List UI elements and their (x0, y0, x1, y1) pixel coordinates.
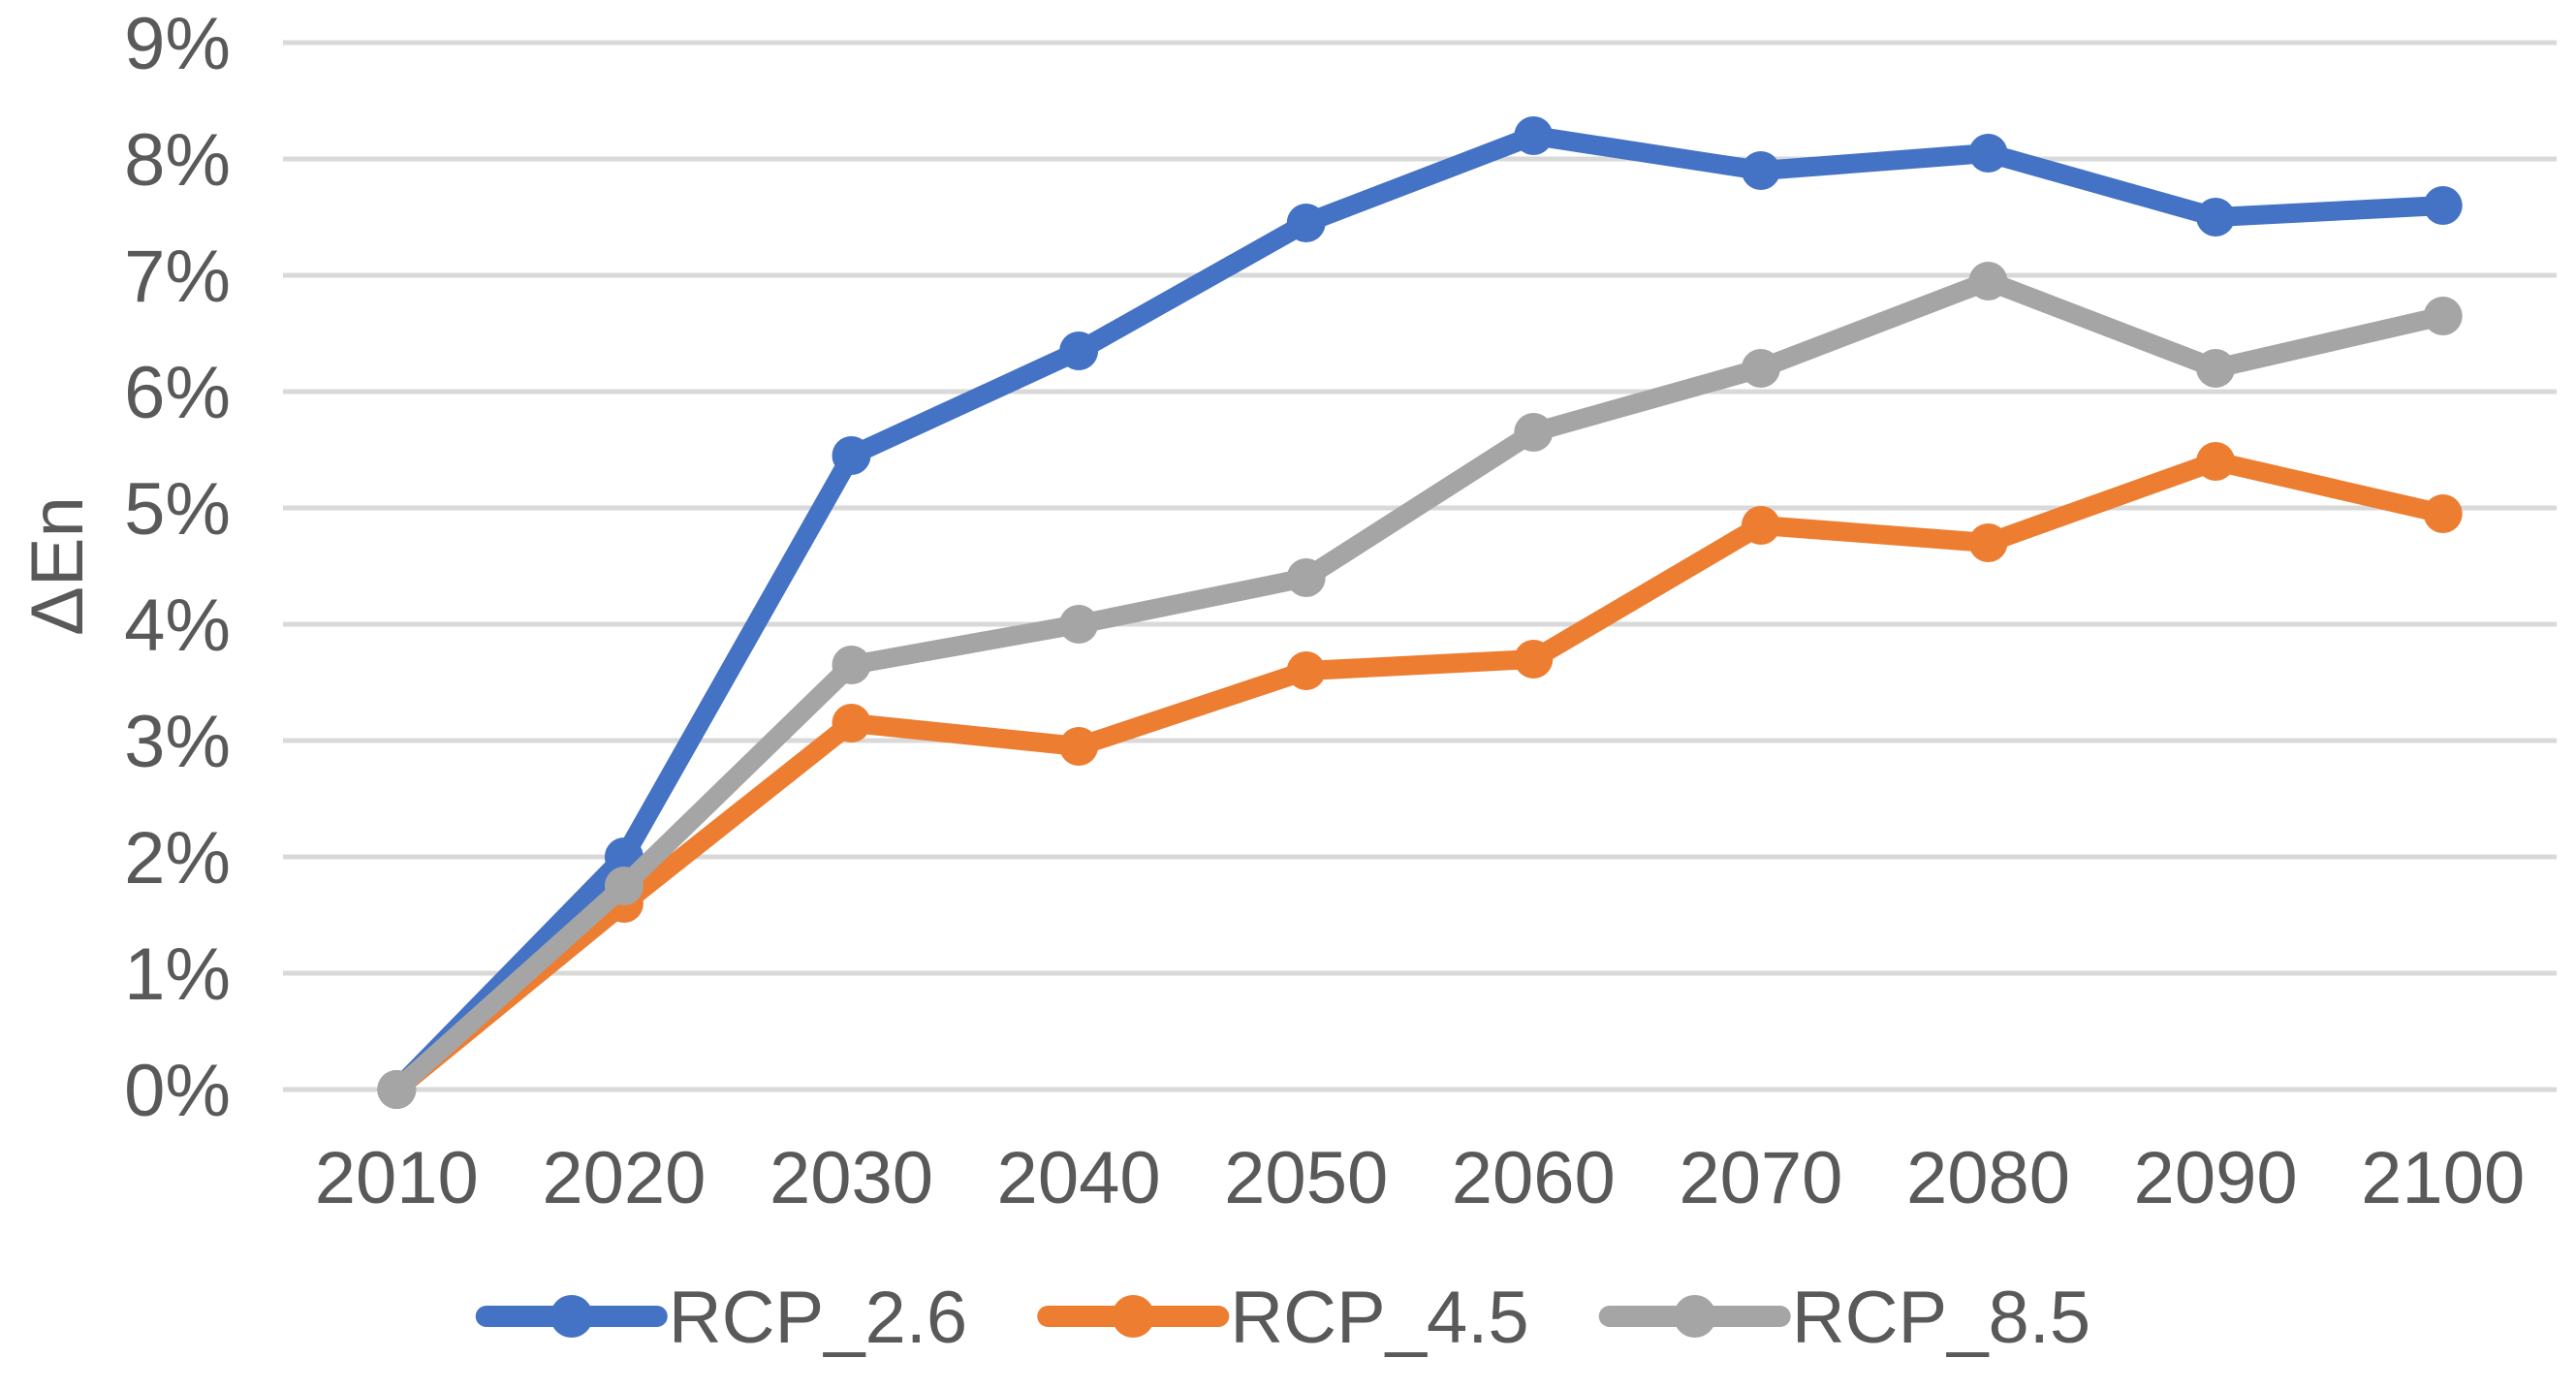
data-point-rcp-2-6 (2423, 186, 2463, 225)
y-tick-label: 8% (124, 119, 231, 202)
data-point-rcp-8-5 (604, 867, 644, 905)
data-point-rcp-4-5 (2423, 494, 2463, 533)
y-tick-label: 5% (124, 468, 231, 551)
data-point-rcp-2-6 (1059, 332, 1099, 370)
x-tick-label: 2010 (315, 1137, 479, 1219)
y-tick-label: 1% (124, 933, 231, 1016)
x-tick-label: 2080 (1906, 1137, 2070, 1219)
legend-label: RCP_8.5 (1792, 1277, 2090, 1359)
y-tick-label: 4% (124, 584, 231, 667)
data-point-rcp-2-6 (1968, 134, 2008, 173)
legend-marker-dot (1112, 1295, 1155, 1338)
data-point-rcp-8-5 (1059, 605, 1099, 644)
data-point-rcp-8-5 (1514, 413, 1554, 452)
data-point-rcp-4-5 (1968, 523, 2008, 562)
series-line-rcp-4-5 (387, 452, 2453, 1099)
y-tick-label: 7% (124, 236, 231, 318)
legend: RCP_2.6 RCP_4.5 RCP_8.5 (475, 1277, 2090, 1359)
x-tick-label: 2040 (997, 1137, 1161, 1219)
legend-label: RCP_4.5 (1230, 1277, 1528, 1359)
y-tick-label: 3% (124, 701, 231, 783)
y-tick-label: 9% (124, 3, 231, 85)
data-point-rcp-2-6 (832, 436, 871, 475)
legend-marker-dot (1673, 1295, 1716, 1338)
data-point-rcp-8-5 (2423, 297, 2463, 335)
legend-label: RCP_2.6 (669, 1277, 967, 1359)
x-tick-label: 2090 (2134, 1137, 2298, 1219)
legend-item: RCP_8.5 (1598, 1277, 2090, 1359)
series-line-rcp-2-6 (387, 126, 2453, 1099)
legend-marker-dot (550, 1295, 593, 1338)
x-tick-label: 2070 (1679, 1137, 1842, 1219)
y-tick-label: 2% (124, 817, 231, 900)
data-point-rcp-4-5 (1286, 651, 1326, 690)
y-tick-label: 6% (124, 352, 231, 434)
data-point-rcp-2-6 (1286, 204, 1326, 242)
x-tick-label: 2030 (770, 1137, 933, 1219)
x-tick-label: 2060 (1452, 1137, 1616, 1219)
legend-item: RCP_4.5 (1037, 1277, 1529, 1359)
data-point-rcp-4-5 (2196, 442, 2236, 481)
y-tick-label: 0% (124, 1050, 231, 1132)
data-point-rcp-2-6 (2196, 198, 2236, 237)
data-point-rcp-8-5 (832, 646, 871, 684)
x-tick-label: 2100 (2361, 1137, 2525, 1219)
y-axis-title: ΔEn (16, 496, 99, 636)
data-point-rcp-8-5 (1968, 262, 2008, 300)
data-point-rcp-8-5 (1286, 558, 1326, 597)
data-point-rcp-4-5 (1514, 640, 1554, 679)
data-point-rcp-8-5 (1741, 349, 1780, 388)
legend-item: RCP_2.6 (475, 1277, 967, 1359)
x-tick-label: 2020 (542, 1137, 706, 1219)
data-point-rcp-4-5 (832, 704, 871, 742)
data-point-rcp-2-6 (1514, 116, 1554, 155)
data-point-rcp-8-5 (2196, 349, 2236, 388)
x-tick-label: 2050 (1224, 1137, 1388, 1219)
data-point-rcp-2-6 (1741, 151, 1780, 190)
data-point-rcp-4-5 (1059, 727, 1099, 766)
data-point-rcp-8-5 (377, 1070, 417, 1109)
data-point-rcp-4-5 (1741, 506, 1780, 545)
series-line-rcp-8-5 (387, 271, 2453, 1099)
